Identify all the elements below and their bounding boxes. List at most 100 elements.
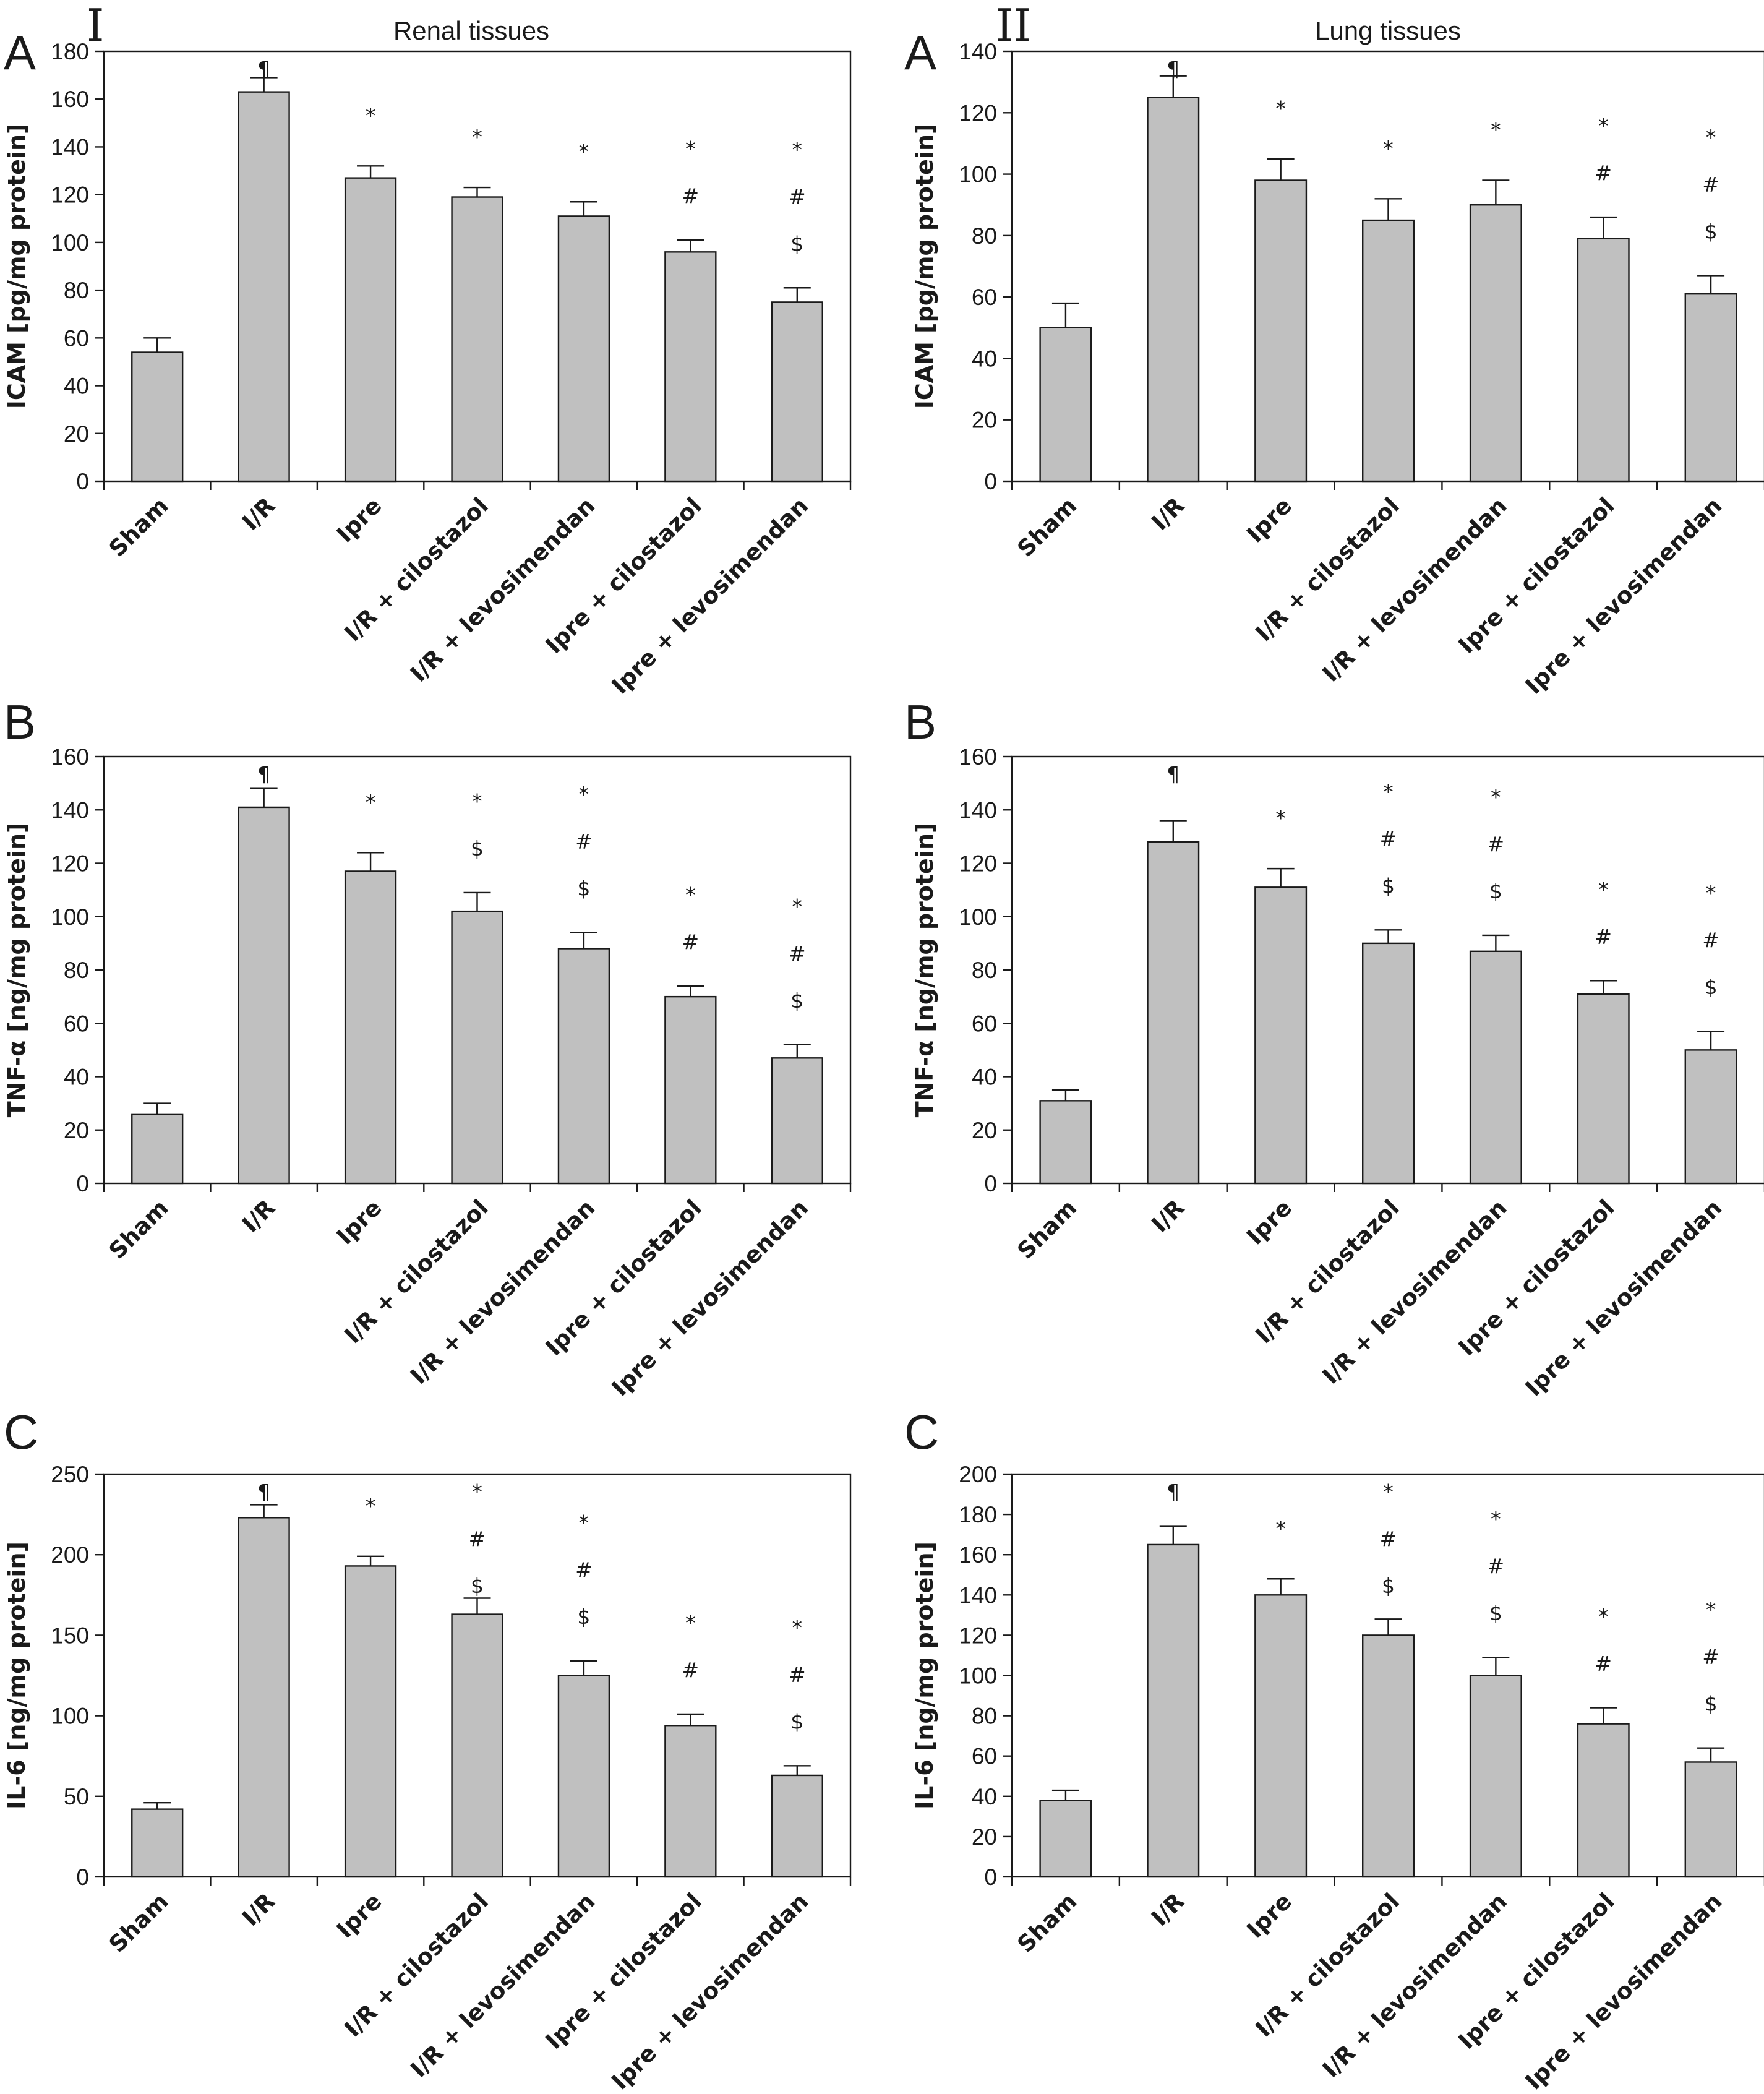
y-tick-label: 200 <box>959 1462 997 1487</box>
significance-marker: * <box>792 1615 803 1639</box>
x-tick-label: Ipre <box>1241 492 1297 548</box>
panel-letter: C <box>904 1405 939 1459</box>
y-tick-label: 140 <box>51 797 89 823</box>
bar <box>1362 1634 1415 1878</box>
significance-marker: # <box>1488 832 1505 856</box>
y-tick-label: 250 <box>51 1462 89 1487</box>
bar <box>664 1725 717 1878</box>
bar <box>1039 327 1092 483</box>
significance-marker: * <box>472 789 482 813</box>
y-tick-label: 20 <box>972 408 997 433</box>
y-tick-label: 0 <box>984 469 997 494</box>
y-axis-label: TNF-α [ng/mg protein] <box>3 823 30 1118</box>
y-tick-label: 120 <box>959 1623 997 1648</box>
significance-marker: # <box>1595 161 1612 185</box>
x-tick-label: I/R <box>1146 1195 1189 1238</box>
y-tick-label: 160 <box>959 1542 997 1568</box>
bar <box>557 215 610 483</box>
y-tick-label: 50 <box>64 1784 89 1809</box>
bar <box>238 806 290 1185</box>
x-tick-label: Ipre + levosimendan <box>607 1195 814 1402</box>
significance-marker: $ <box>577 1605 590 1629</box>
x-tick-label: I/R <box>237 492 280 536</box>
x-tick-label: I/R + levosimendan <box>405 492 600 687</box>
x-tick-label: I/R + levosimendan <box>1317 1888 1512 2083</box>
bar <box>238 1517 290 1878</box>
significance-marker: # <box>789 942 806 966</box>
chart-panel: B 0 20 40 60 80 100 120 140 160 TNF-α [ng/mg prote… <box>3 695 852 1402</box>
significance-marker: * <box>366 103 376 127</box>
y-tick-label: 60 <box>972 1011 997 1036</box>
bar <box>771 301 823 483</box>
significance-marker: # <box>1702 928 1719 952</box>
x-tick-label: Ipre <box>332 1195 387 1250</box>
y-axis-label: TNF-α [ng/mg protein] <box>911 823 938 1118</box>
x-tick-label: I/R <box>1146 492 1189 536</box>
chart-panel: A II Lung tissues 0 20 40 60 80 100 120 140 ICAM [p… <box>904 0 1764 700</box>
significance-marker: $ <box>471 1574 484 1598</box>
y-axis-label: IL-6 [ng/mg protein] <box>3 1542 30 1809</box>
panel-letter: A <box>904 25 936 80</box>
significance-marker: $ <box>1489 1601 1502 1625</box>
x-tick-label: Ipre <box>1241 1195 1297 1250</box>
significance-marker: * <box>1598 114 1609 138</box>
x-tick-label: I/R + levosimendan <box>1317 492 1512 687</box>
bar <box>1147 97 1200 483</box>
x-tick-label: Ipre + levosimendan <box>1520 492 1728 700</box>
significance-marker: * <box>1491 785 1501 809</box>
y-tick-label: 140 <box>959 1582 997 1608</box>
bar <box>131 351 184 483</box>
significance-marker: * <box>1383 136 1394 160</box>
bar <box>1147 1543 1200 1878</box>
bar <box>664 995 717 1185</box>
significance-marker: $ <box>790 1709 803 1733</box>
significance-marker: # <box>789 1662 806 1686</box>
significance-marker: $ <box>471 836 484 860</box>
panel-letter: A <box>4 25 36 80</box>
significance-marker: * <box>579 783 589 807</box>
significance-marker: * <box>1598 877 1609 901</box>
significance-marker: ¶ <box>257 1480 270 1504</box>
column-label: II <box>996 0 1031 51</box>
y-tick-label: 150 <box>51 1623 89 1648</box>
chart-subtitle: Renal tissues <box>393 16 549 45</box>
y-tick-label: 100 <box>959 904 997 930</box>
y-tick-label: 40 <box>972 1065 997 1090</box>
y-tick-label: 60 <box>972 1744 997 1769</box>
significance-marker: * <box>472 125 482 149</box>
y-tick-label: 0 <box>984 1864 997 1890</box>
significance-marker: # <box>789 184 806 208</box>
bar <box>451 1613 503 1878</box>
significance-marker: # <box>1702 1645 1719 1669</box>
y-tick-label: 160 <box>51 744 89 770</box>
y-tick-label: 120 <box>959 100 997 126</box>
chart-subtitle: Lung tissues <box>1315 16 1461 45</box>
x-tick-label: I/R + levosimendan <box>405 1195 600 1389</box>
y-tick-label: 0 <box>76 1864 89 1890</box>
bar <box>1684 1761 1737 1878</box>
x-tick-label: I/R <box>237 1195 280 1238</box>
bar <box>1577 1723 1630 1878</box>
x-tick-label: Ipre + levosimendan <box>607 492 814 700</box>
y-axis-label: ICAM [pg/mg protein] <box>911 124 938 410</box>
x-tick-label: Ipre + levosimendan <box>1520 1888 1728 2094</box>
x-tick-label: Ipre <box>332 1888 387 1944</box>
y-tick-label: 60 <box>64 1011 89 1036</box>
significance-marker: * <box>1706 881 1716 905</box>
bar <box>557 948 610 1185</box>
y-tick-label: 80 <box>64 958 89 983</box>
x-tick-label: I/R <box>1146 1888 1189 1931</box>
significance-marker: * <box>579 139 589 163</box>
bar <box>344 870 397 1185</box>
significance-marker: ¶ <box>1167 762 1180 786</box>
significance-marker: # <box>1595 1652 1612 1676</box>
column-label: I <box>87 0 104 51</box>
significance-marker: # <box>575 1558 593 1582</box>
y-tick-label: 40 <box>64 374 89 399</box>
x-tick-label: Ipre <box>332 492 387 548</box>
significance-marker: # <box>682 184 700 208</box>
x-tick-label: Sham <box>104 492 174 562</box>
significance-marker: * <box>366 1494 376 1518</box>
significance-marker: ¶ <box>257 57 270 81</box>
